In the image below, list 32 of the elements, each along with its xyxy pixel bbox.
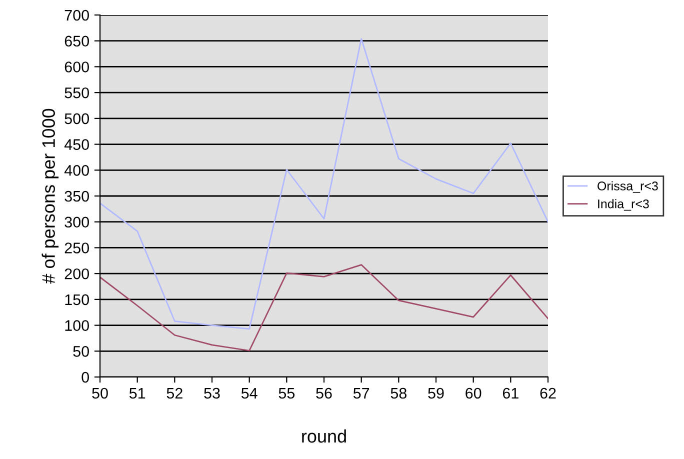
x-tick-label: 55 (278, 388, 295, 399)
y-tick-label: 500 (64, 113, 89, 124)
x-tick-label: 50 (92, 388, 108, 399)
y-tick-label: 600 (64, 62, 89, 72)
y-tick-label: 200 (64, 268, 89, 280)
legend-label: Orissa_r<3 (598, 181, 658, 193)
x-tick-label: 59 (428, 388, 444, 399)
legend-label: India_r<3 (598, 199, 649, 211)
x-tick-label: 57 (353, 388, 370, 399)
y-tick-label: 50 (73, 346, 89, 357)
x-tick-label: 52 (166, 388, 182, 399)
y-tick-label: 450 (64, 139, 89, 150)
y-tick-label: 100 (65, 320, 89, 331)
y-axis-title: # of persons per 1000 (42, 108, 59, 284)
y-tick-label: 400 (64, 165, 89, 176)
y-tick-label: 700 (64, 10, 89, 21)
y-tick-label: 650 (64, 36, 89, 47)
x-tick-label: 58 (390, 388, 406, 399)
y-tick-label: 0 (82, 372, 89, 383)
y-tick-label: 150 (65, 294, 89, 306)
y-tick-label: 550 (64, 87, 89, 98)
x-axis-title: round (302, 429, 346, 443)
x-tick-label: 62 (540, 388, 556, 399)
y-tick-label: 350 (64, 190, 89, 202)
x-tick-label: 61 (502, 388, 518, 399)
x-tick-label: 60 (466, 388, 482, 399)
x-tick-label: 56 (316, 388, 332, 399)
y-tick-label: 250 (64, 242, 89, 254)
x-tick-label: 53 (204, 388, 220, 399)
x-tick-label: 51 (129, 388, 146, 399)
y-tick-label: 300 (64, 216, 89, 228)
x-tick-label: 54 (241, 388, 258, 399)
